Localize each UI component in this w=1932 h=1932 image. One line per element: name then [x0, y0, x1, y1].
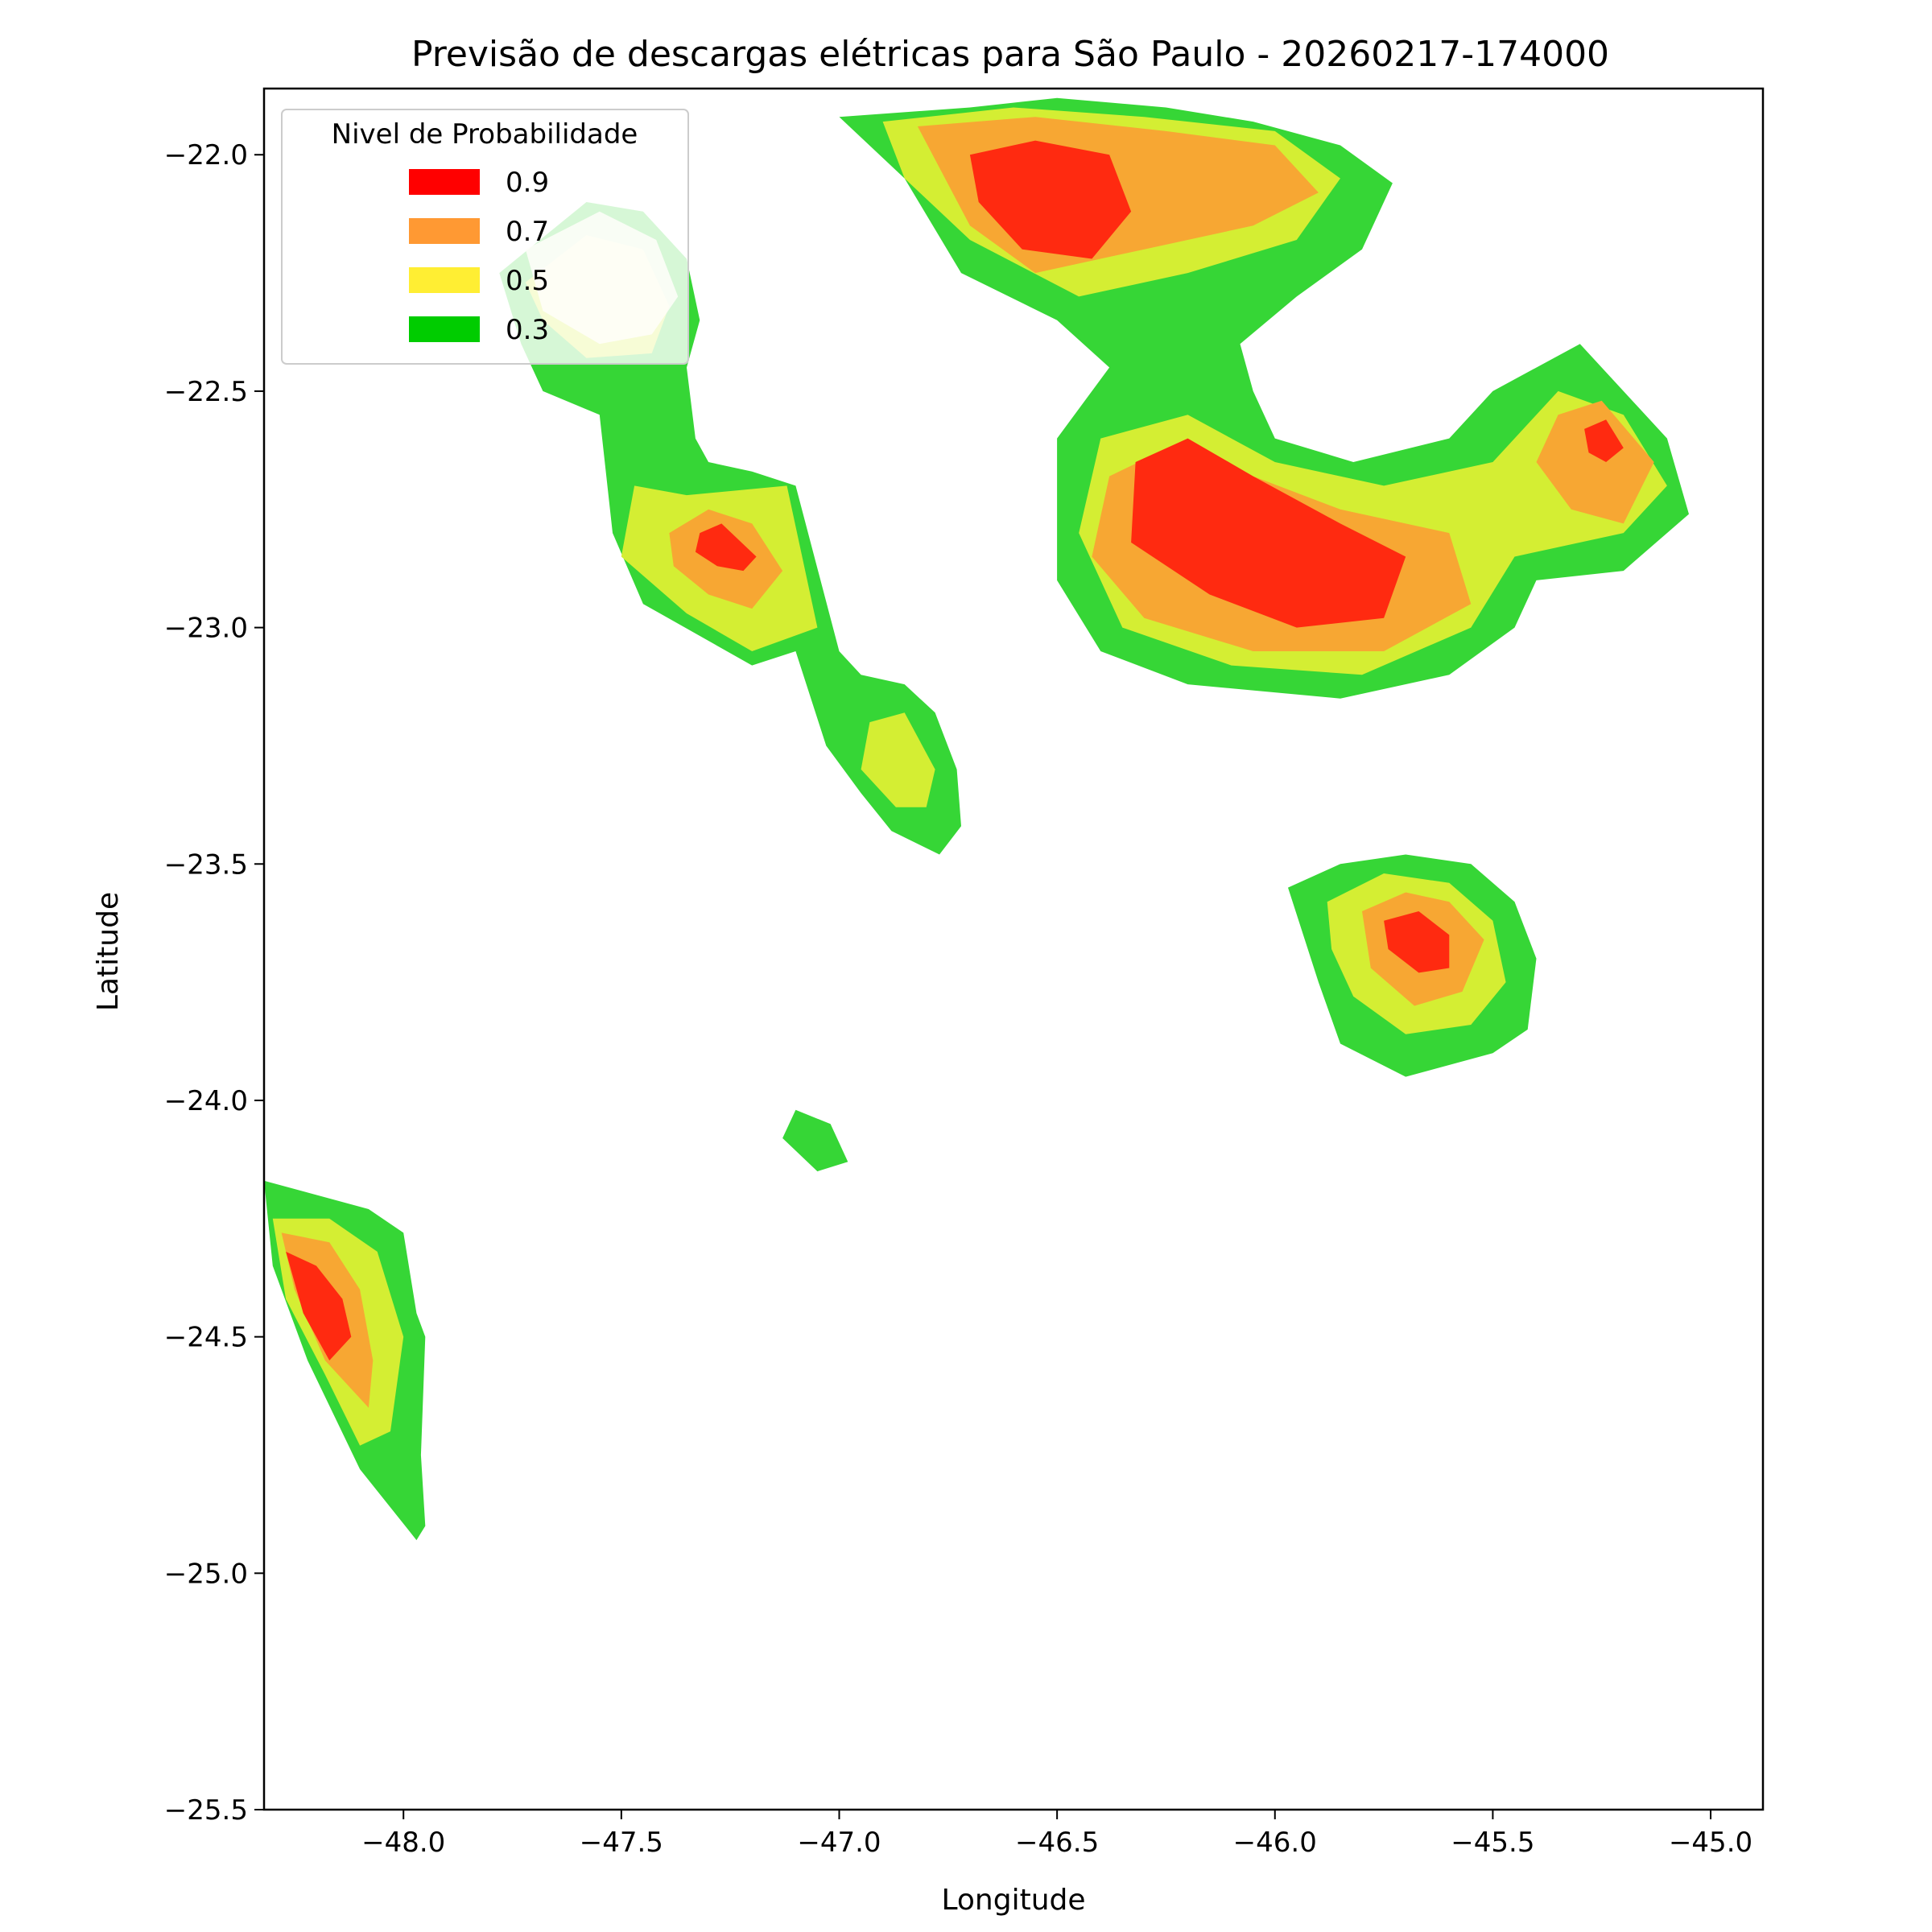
legend-label-05: 0.5	[506, 265, 549, 297]
contour-level-05-northwest-cell	[861, 712, 935, 807]
x-tick-label: −46.5	[1015, 1827, 1099, 1859]
y-tick-label: −23.0	[164, 613, 248, 645]
x-tick-label: −45.0	[1669, 1827, 1752, 1859]
y-tick-label: −25.5	[164, 1794, 248, 1827]
y-tick-label: −24.5	[164, 1322, 248, 1354]
legend-swatch-07	[409, 218, 480, 244]
legend-title: Nivel de Probabilidade	[332, 118, 638, 151]
x-axis: −48.0 −47.5 −47.0 −46.5 −46.0 −45.5 −45.0	[361, 1810, 1752, 1859]
x-tick-label: −46.0	[1233, 1827, 1317, 1859]
southwest-cell	[264, 1180, 426, 1541]
y-tick-label: −23.5	[164, 848, 248, 881]
small-cell	[782, 1109, 848, 1172]
contour-level-09-northeast-cell	[969, 140, 1132, 259]
y-tick-label: −24.0	[164, 1085, 248, 1117]
contour-level-09-northeast-cell	[1584, 419, 1624, 462]
legend-label-07: 0.7	[506, 216, 549, 248]
plot-frame	[262, 87, 1765, 1811]
x-axis-label: Longitude	[941, 1884, 1085, 1917]
x-tick-label: −45.5	[1451, 1827, 1534, 1859]
y-tick-label: −22.5	[164, 376, 248, 408]
legend-swatch-05	[409, 267, 480, 293]
legend-label-03: 0.3	[506, 314, 549, 346]
northeast-cell	[839, 97, 1689, 699]
y-tick-label: −22.0	[164, 139, 248, 171]
legend-swatch-03	[409, 316, 480, 342]
y-axis-label: Latitude	[92, 892, 125, 1011]
contour-level-03-small-cell	[782, 1109, 848, 1172]
legend: Nivel de Probabilidade 0.9 0.7 0.5 0.3	[281, 109, 689, 365]
contour-level-07-northeast-cell	[1536, 400, 1654, 524]
southeast-cell	[1288, 854, 1537, 1077]
contour-level-09-northeast-cell	[1131, 438, 1406, 628]
x-tick-label: −48.0	[361, 1827, 445, 1859]
contour-level-09-northwest-cell	[695, 523, 757, 572]
contour-level-09-southeast-cell	[1384, 911, 1450, 973]
legend-label-09: 0.9	[506, 167, 549, 199]
contour-level-09-southwest-cell	[286, 1251, 352, 1360]
x-tick-label: −47.5	[580, 1827, 663, 1859]
legend-box	[281, 109, 689, 365]
x-tick-label: −47.0	[797, 1827, 881, 1859]
chart-title: Previsão de descargas elétricas para São…	[411, 34, 1609, 75]
y-tick-label: −25.0	[164, 1558, 248, 1590]
legend-entries: 0.9 0.7 0.5 0.3	[409, 167, 549, 346]
y-axis: −22.0 −22.5 −23.0 −23.5 −24.0 −24.5 −25.0 −25.5	[164, 139, 264, 1827]
legend-swatch-09	[409, 169, 480, 195]
